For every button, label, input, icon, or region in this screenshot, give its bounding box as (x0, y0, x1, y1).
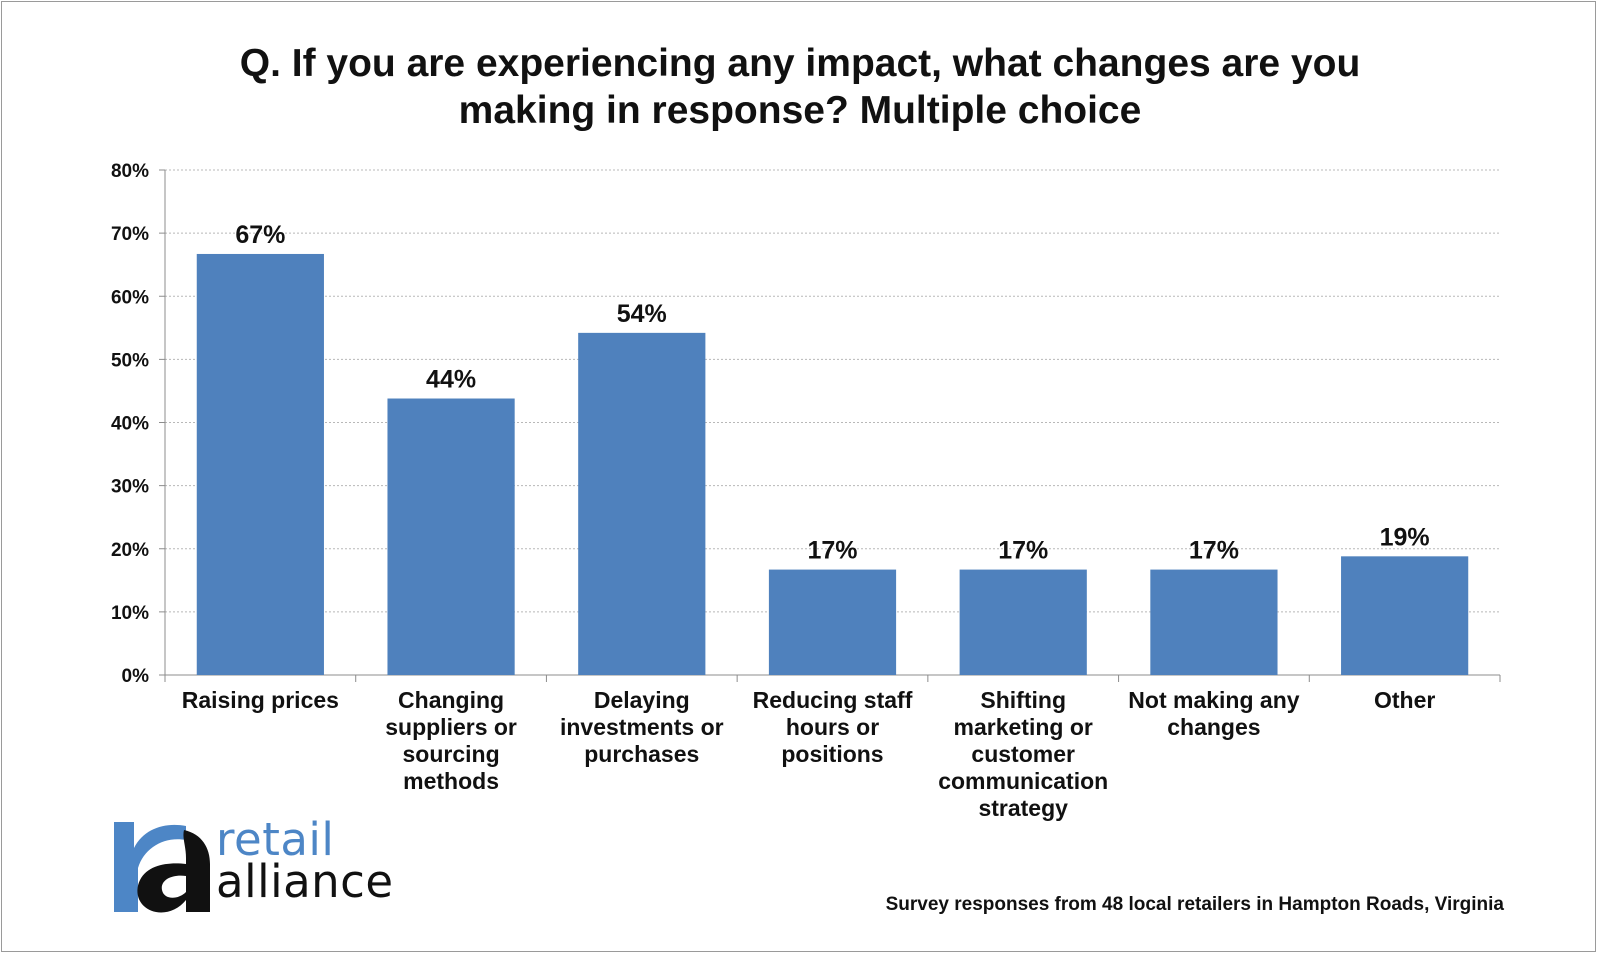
footer-note: Survey responses from 48 local retailers… (885, 894, 1504, 915)
y-tick-label-60: 60% (111, 287, 149, 308)
category-label-2-line-1: Changing (398, 687, 505, 713)
bar-value-label-1: 67% (235, 221, 285, 249)
category-label-5-line-1: Shifting (980, 687, 1066, 713)
bar-value-label-7: 19% (1380, 523, 1430, 551)
y-tick-label-80: 80% (111, 161, 149, 182)
category-label-7: Other (1314, 687, 1496, 714)
y-tick-label-30: 30% (111, 477, 149, 498)
y-tick-label-50: 50% (111, 350, 149, 371)
category-label-3-line-2: investments or (559, 714, 724, 740)
logo-word-alliance: alliance (216, 855, 394, 908)
bar-value-label-4: 17% (807, 537, 857, 565)
chart-title: Q. If you are experiencing any impact, w… (100, 40, 1500, 134)
y-tick-label-10: 10% (111, 603, 149, 624)
category-label-4-line-2: hours or (785, 714, 880, 740)
y-tick-label-40: 40% (111, 414, 149, 435)
category-label-5-line-4: communication (938, 768, 1109, 794)
category-label-6-line-2: changes (1167, 714, 1261, 740)
category-label-2: Changing suppliers or sourcing methods (360, 687, 542, 795)
category-label-3: Delaying investments or purchases (551, 687, 733, 768)
bar-value-label-2: 44% (426, 366, 476, 394)
bar-value-label-5: 17% (998, 537, 1048, 565)
bar-7 (1341, 556, 1469, 675)
category-label-1: Raising prices (169, 687, 351, 714)
category-label-2-line-2: suppliers or (385, 714, 517, 740)
category-label-1-line-1: Raising prices (181, 687, 339, 713)
bar-2 (387, 398, 515, 675)
bar-5 (959, 569, 1087, 675)
bar-6 (1150, 569, 1278, 675)
category-label-5-line-5: strategy (978, 795, 1068, 821)
chart-title-line-2: making in response? Multiple choice (458, 89, 1142, 132)
chart-title-line-1: Q. If you are experiencing any impact, w… (239, 42, 1361, 85)
category-label-5-line-2: marketing or (953, 714, 1093, 740)
bar-4 (768, 569, 897, 675)
y-tick-label-20: 20% (111, 540, 149, 561)
category-label-5-line-3: customer (971, 741, 1075, 767)
retail-alliance-logo: retail alliance (114, 813, 393, 913)
logo-word-retail: retail (216, 813, 335, 866)
category-label-7-line-1: Other (1373, 687, 1436, 713)
category-label-2-line-4: methods (403, 768, 499, 794)
bar-value-label-6: 17% (1189, 537, 1239, 565)
bar-value-label-3: 54% (617, 300, 667, 328)
y-tick-label-0: 0% (122, 666, 150, 687)
category-label-3-line-3: purchases (584, 741, 700, 767)
y-tick-label-70: 70% (111, 224, 149, 245)
category-label-6: Not making any changes (1123, 687, 1305, 741)
category-label-4-line-1: Reducing staff (752, 687, 913, 713)
category-label-4: Reducing staff hours or positions (742, 687, 924, 768)
category-label-6-line-1: Not making any (1128, 687, 1300, 713)
bar-1 (196, 253, 324, 676)
bar-3 (578, 332, 706, 675)
category-label-5: Shifting marketing or customer communicatio… (932, 687, 1114, 822)
category-label-3-line-1: Delaying (593, 687, 690, 713)
category-label-4-line-3: positions (781, 741, 884, 767)
category-label-2-line-3: sourcing (402, 741, 500, 767)
retail-alliance-logo-mark (114, 822, 210, 913)
